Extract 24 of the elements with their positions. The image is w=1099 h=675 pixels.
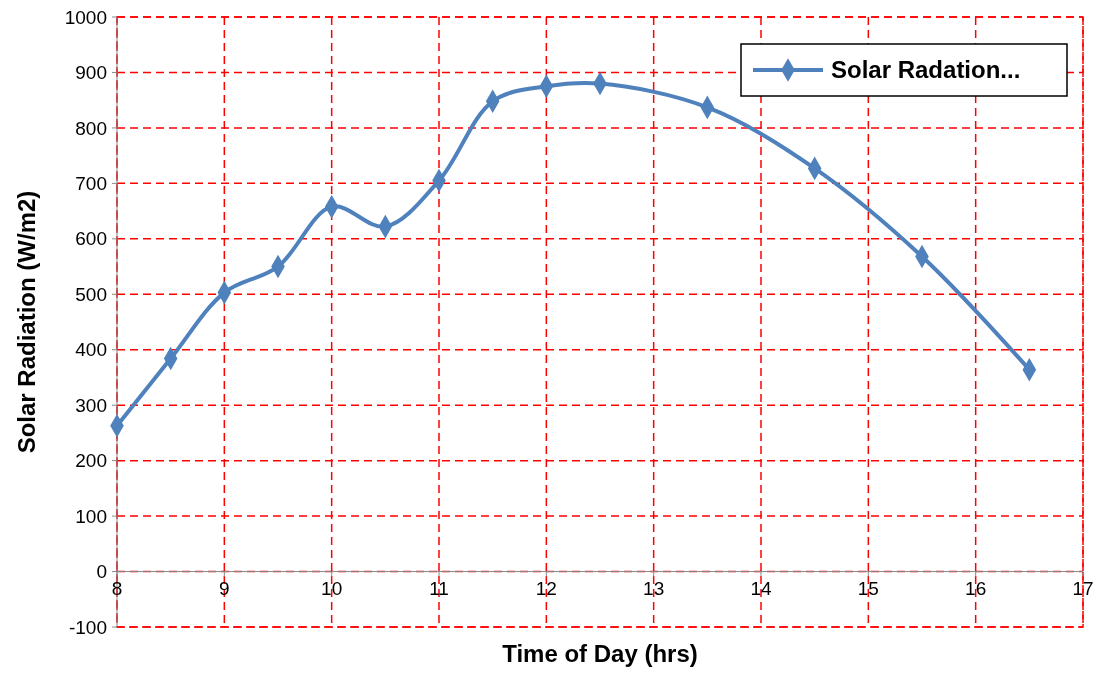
- y-tick-label: 400: [75, 339, 107, 361]
- x-tick-label: 13: [643, 577, 665, 599]
- y-tick-label: 300: [75, 394, 107, 416]
- y-tick-label: 0: [96, 561, 107, 583]
- x-axis-title: Time of Day (hrs): [502, 640, 698, 667]
- y-tick-label: 1000: [64, 6, 107, 28]
- x-tick-label: 10: [321, 577, 343, 599]
- legend-label: Solar Radation...: [831, 56, 1021, 84]
- y-tick-label: -100: [68, 616, 107, 638]
- x-tick-label: 12: [535, 577, 557, 599]
- y-tick-label: 700: [75, 173, 107, 195]
- x-tick-label: 11: [429, 577, 449, 599]
- y-axis-title: Solar Radiation (W/m2): [13, 190, 40, 454]
- x-tick-label: 8: [111, 577, 123, 599]
- x-tick-label: 15: [857, 577, 879, 599]
- x-tick-label: 16: [965, 577, 987, 599]
- y-tick-label: 900: [75, 62, 107, 84]
- x-tick-label: 14: [750, 577, 772, 599]
- y-tick-label: 200: [75, 450, 107, 472]
- y-tick-label: 500: [75, 283, 107, 305]
- y-tick-label: 800: [75, 117, 107, 139]
- x-tick-label: 9: [219, 577, 230, 599]
- y-tick-label: 100: [75, 505, 107, 527]
- y-tick-label: 600: [75, 228, 107, 250]
